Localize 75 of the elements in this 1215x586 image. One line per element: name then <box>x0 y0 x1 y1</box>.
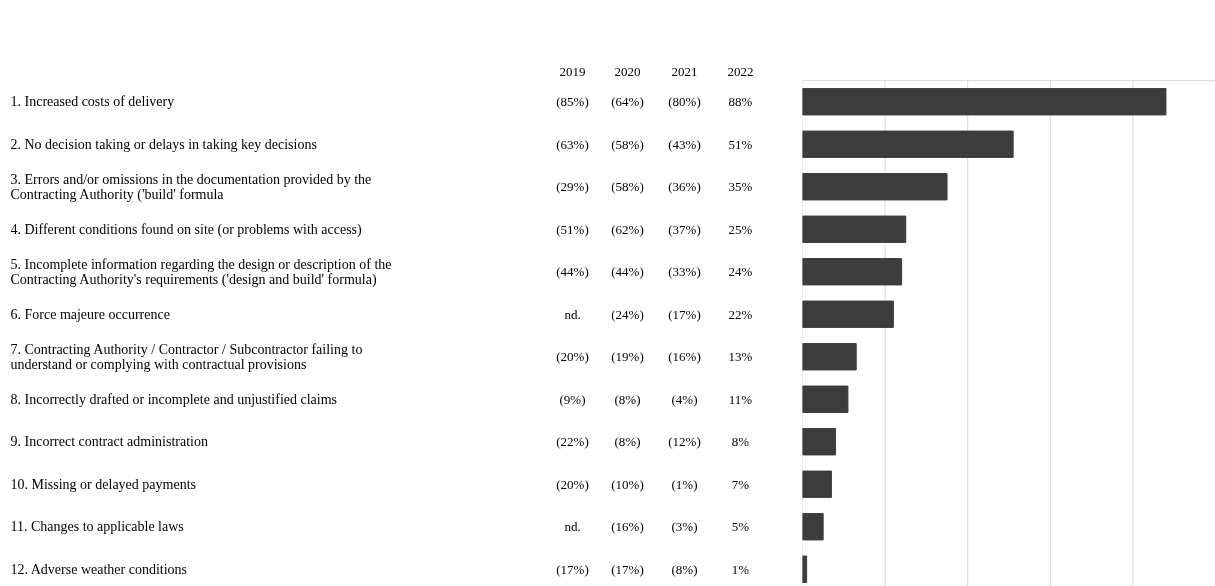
data-label: 13% <box>728 349 753 365</box>
data-label: 22% <box>728 306 753 322</box>
text: (16%) <box>611 519 644 535</box>
data-label: 11% <box>728 391 753 407</box>
text: (43%) <box>668 136 701 152</box>
data-label: 51% <box>728 136 753 152</box>
text: (1%) <box>671 476 698 492</box>
text: (20%) <box>556 349 589 365</box>
y-tick-label: 5. Incomplete information regarding the design or description of the Contracting Authority's requirements ('design and build' formula) <box>10 256 392 288</box>
bar <box>802 300 894 328</box>
text: (63%) <box>556 136 589 152</box>
y-tick-label: 4. Different conditions found on site (or problems with access) <box>10 221 363 238</box>
text: (12%) <box>668 434 701 450</box>
text: (58%) <box>611 179 644 195</box>
bar <box>802 130 1014 158</box>
data-label: 1% <box>731 561 750 577</box>
data-label: 35% <box>728 179 753 195</box>
text: (16%) <box>668 349 701 365</box>
text: (62%) <box>611 221 644 237</box>
bar <box>802 513 824 541</box>
text: (19%) <box>611 349 644 365</box>
data-label: 25% <box>728 221 753 237</box>
bar <box>802 173 948 201</box>
data-label: 7% <box>731 476 750 492</box>
text: (8%) <box>614 391 641 407</box>
y-tick-label: 3. Errors and/or omissions in the documentation provided by the Contracting Authority ('build' formula <box>10 171 372 203</box>
y-tick-label: 11. Changes to applicable laws <box>10 519 184 535</box>
text: (10%) <box>611 476 644 492</box>
y-tick-label: 7. Contracting Authority / Contractor / Subcontractor failing to understand or complying with contractual provisions <box>10 341 363 372</box>
text: (80%) <box>668 94 701 110</box>
text: (37%) <box>668 221 701 237</box>
text: (51%) <box>556 221 589 237</box>
text: (85%) <box>556 94 589 110</box>
text: nd. <box>564 306 581 322</box>
data-label: 5% <box>731 519 750 535</box>
text: (58%) <box>611 136 644 152</box>
y-tick-label: 6. Force majeure occurrence <box>10 306 170 322</box>
text: 2019 <box>559 64 586 79</box>
text: 2021 <box>671 64 698 79</box>
text: (24%) <box>611 306 644 322</box>
text: (17%) <box>556 561 589 577</box>
text: (44%) <box>611 264 644 280</box>
text: nd. <box>564 519 581 535</box>
data-label: 88% <box>728 94 753 110</box>
y-tick-label: 12. Adverse weather conditions <box>10 561 188 577</box>
text: (17%) <box>668 306 701 322</box>
text: (20%) <box>556 476 589 492</box>
text: (8%) <box>671 561 698 577</box>
y-tick-label: 8. Incorrectly drafted or incomplete and unjustified claims <box>10 391 338 407</box>
text: (64%) <box>611 94 644 110</box>
text: (9%) <box>559 391 586 407</box>
bar <box>802 343 857 371</box>
text: (44%) <box>556 264 589 280</box>
text: (4%) <box>671 391 698 407</box>
bar <box>802 385 849 413</box>
data-label: 8% <box>731 434 750 450</box>
y-tick-label: 10. Missing or delayed payments <box>10 476 196 492</box>
text: (8%) <box>614 434 641 450</box>
bar <box>802 88 1167 116</box>
bar <box>802 470 832 498</box>
text: (29%) <box>556 179 589 195</box>
text: (3%) <box>671 519 698 535</box>
bar <box>802 215 907 243</box>
y-tick-label: 2. No decision taking or delays in taking key decisions <box>10 136 317 152</box>
text: 2022 <box>727 64 754 79</box>
y-tick-label: 1. Increased costs of delivery <box>10 94 175 110</box>
text: (36%) <box>668 179 701 195</box>
bar <box>802 258 903 286</box>
text: (33%) <box>668 264 701 280</box>
text: (17%) <box>611 561 644 577</box>
data-label: 24% <box>728 264 753 280</box>
text: 2020 <box>614 64 641 79</box>
text: (22%) <box>556 434 589 450</box>
bar <box>802 428 837 456</box>
y-tick-label: 9. Incorrect contract administration <box>10 434 208 450</box>
